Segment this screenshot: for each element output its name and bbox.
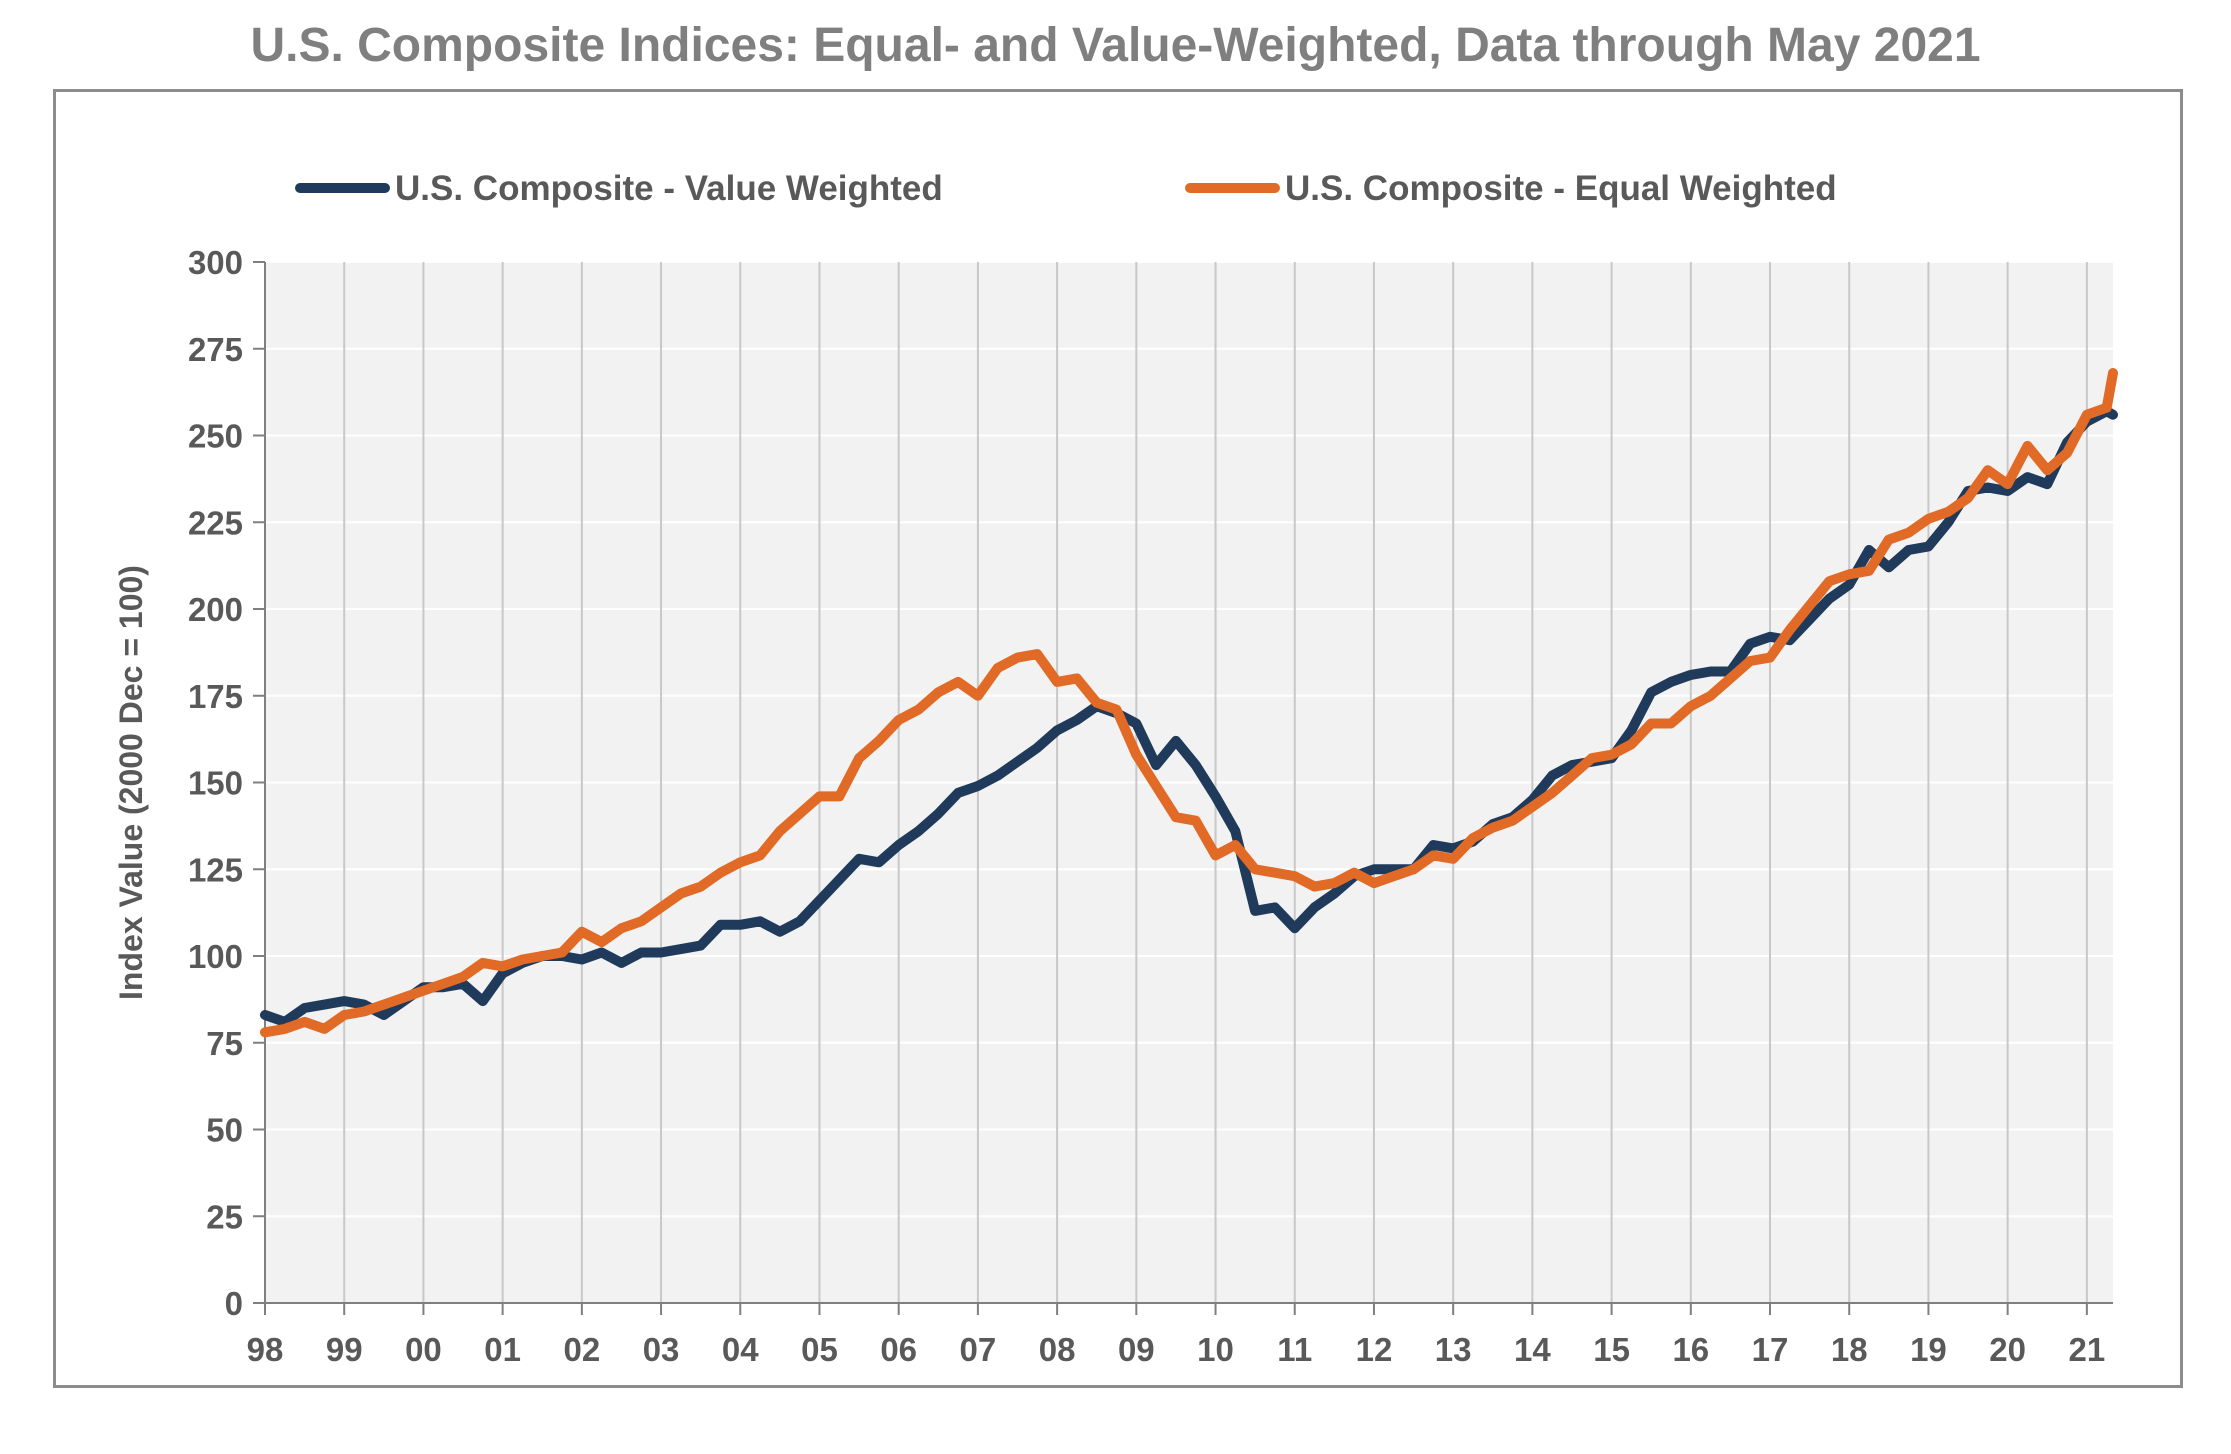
- series-line-equal-weighted: [260, 368, 2118, 1038]
- x-tick-label: 21: [2069, 1331, 2106, 1368]
- x-tick-label: 16: [1672, 1331, 1709, 1368]
- y-tick-label: 50: [206, 1112, 243, 1149]
- series-line-value-weighted: [260, 406, 2118, 1027]
- x-tick-label: 09: [1118, 1331, 1155, 1368]
- x-tick-label: 98: [247, 1331, 284, 1368]
- x-tick-label: 20: [1989, 1331, 2026, 1368]
- gridlines: [265, 261, 2113, 1303]
- y-tick-label: 200: [188, 591, 243, 628]
- y-axis-label: Index Value (2000 Dec = 100): [113, 565, 149, 1000]
- y-tick-label: 300: [188, 244, 243, 281]
- y-tick-label: 100: [188, 938, 243, 975]
- y-tick-label: 275: [188, 331, 243, 368]
- x-tick-label: 11: [1277, 1331, 1312, 1368]
- x-tick-label: 14: [1514, 1331, 1551, 1368]
- y-tick-label: 0: [225, 1285, 243, 1322]
- x-tick-label: 18: [1831, 1331, 1868, 1368]
- series-lines: [260, 368, 2118, 1038]
- axes: [253, 261, 2113, 1315]
- x-tick-label: 13: [1435, 1331, 1472, 1368]
- y-tick-label: 175: [188, 678, 243, 715]
- y-tick-label: 25: [206, 1198, 243, 1235]
- x-tick-label: 06: [880, 1331, 917, 1368]
- y-tick-label: 225: [188, 504, 243, 541]
- x-tick-label: 17: [1752, 1331, 1789, 1368]
- y-tick-label: 250: [188, 418, 243, 455]
- y-tick-label: 125: [188, 851, 243, 888]
- legend-label-value-weighted: U.S. Composite - Value Weighted: [395, 169, 943, 208]
- y-tick-label: 150: [188, 765, 243, 802]
- x-tick-label: 15: [1593, 1331, 1630, 1368]
- chart-title: U.S. Composite Indices: Equal- and Value…: [250, 19, 1981, 72]
- x-tick-label: 02: [563, 1331, 600, 1368]
- x-tick-label: 99: [326, 1331, 363, 1368]
- x-axis-ticks: 98 99 00 01 02 03 04 05 06 07 08 09 10 11 12 13 14 15 16 17…: [247, 1331, 2106, 1368]
- x-tick-label: 03: [643, 1331, 680, 1368]
- x-tick-label: 00: [405, 1331, 442, 1368]
- x-tick-label: 01: [484, 1331, 521, 1368]
- y-tick-label: 75: [206, 1025, 243, 1062]
- x-tick-label: 19: [1910, 1331, 1947, 1368]
- legend: U.S. Composite - Value Weighted U.S. Comp…: [295, 169, 1837, 208]
- x-tick-label: 07: [960, 1331, 997, 1368]
- chart-frame: [53, 89, 2183, 1388]
- x-tick-label: 05: [801, 1331, 838, 1368]
- x-tick-label: 08: [1039, 1331, 1076, 1368]
- x-tick-label: 04: [722, 1331, 759, 1368]
- y-axis-ticks: 0 25 50 75 100 125 150 175 200 225 250 275 300: [188, 244, 243, 1322]
- legend-label-equal-weighted: U.S. Composite - Equal Weighted: [1285, 169, 1837, 208]
- x-tick-label: 12: [1356, 1331, 1393, 1368]
- x-tick-label: 10: [1197, 1331, 1234, 1368]
